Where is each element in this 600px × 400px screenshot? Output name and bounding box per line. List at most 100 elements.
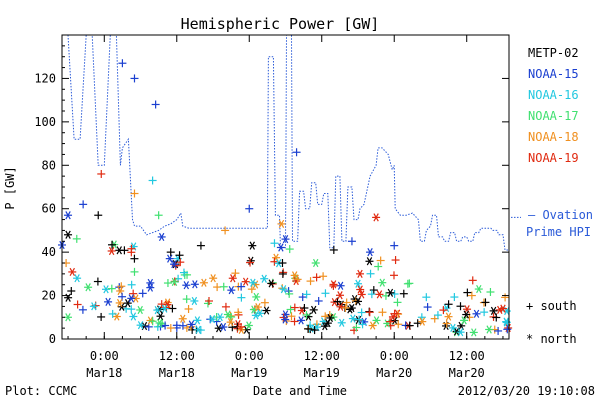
south-observation	[314, 296, 323, 305]
south-observation	[306, 277, 315, 286]
y-tick-label: 60	[42, 202, 56, 216]
chart-title: Hemispheric Power [GW]	[181, 15, 380, 33]
south-observation	[403, 279, 412, 288]
south-observation	[456, 302, 465, 311]
south-observation	[347, 237, 356, 246]
north-observation	[309, 305, 318, 314]
south-observation	[157, 300, 166, 309]
north-observation	[157, 232, 166, 242]
north-observation	[146, 283, 155, 292]
south-observation	[130, 267, 139, 276]
south-observation	[393, 298, 402, 307]
north-observation	[89, 302, 98, 311]
south-observation	[463, 288, 472, 297]
ovation-legend-line2: Prime HPI	[526, 225, 591, 239]
south-marker-label: south	[540, 299, 576, 313]
north-observation	[123, 299, 132, 308]
legend-entry: NOAA-15	[528, 67, 579, 81]
north-observation	[444, 312, 453, 321]
south-observation	[292, 148, 301, 157]
north-observation	[190, 280, 199, 289]
y-axis-label: P [GW]	[3, 166, 17, 209]
north-marker-legend: * north	[526, 332, 577, 346]
south-observation	[333, 297, 342, 306]
south-observation	[234, 308, 243, 317]
south-observation	[176, 258, 185, 267]
south-observation	[391, 256, 400, 265]
north-observation	[469, 328, 478, 337]
south-observation	[166, 248, 175, 257]
south-observation	[374, 262, 383, 271]
north-observation	[241, 277, 250, 286]
north-observation	[64, 230, 73, 239]
north-observation	[386, 288, 395, 297]
north-observation	[63, 313, 72, 322]
south-observation	[127, 305, 136, 314]
south-observation	[260, 298, 269, 307]
north-observation	[226, 318, 235, 327]
north-observation	[472, 309, 481, 318]
north-observation	[199, 278, 208, 287]
south-observation	[237, 293, 246, 302]
south-observation	[219, 282, 228, 291]
north-observation	[353, 297, 362, 306]
north-observation	[256, 309, 265, 318]
south-observation	[138, 289, 147, 298]
north-observation	[228, 274, 237, 283]
satellite-legend: METP-02 NOAA-15 NOAA-16 NOAA-17 NOAA-18 NOAA-…	[528, 46, 579, 165]
legend-entry: NOAA-16	[528, 88, 579, 102]
north-observation	[102, 285, 111, 294]
north-observation	[366, 248, 375, 257]
south-observation	[503, 325, 512, 334]
y-tick-label: 100	[34, 115, 56, 129]
south-observation	[312, 273, 321, 282]
north-observation	[345, 305, 354, 314]
south-observation	[163, 279, 172, 288]
x-tick-label-date: Mar20	[449, 366, 485, 380]
north-observation	[182, 281, 191, 290]
south-observation	[390, 289, 399, 298]
north-observation	[116, 286, 125, 296]
south-observation	[172, 321, 181, 330]
south-observation	[97, 312, 106, 321]
north-observation	[311, 258, 320, 268]
north-observation	[355, 269, 364, 278]
ovation-legend-line1: — Ovation	[528, 208, 593, 222]
south-observation	[130, 254, 139, 263]
north-observation	[107, 246, 116, 256]
x-tick-label-date: Mar18	[159, 366, 195, 380]
north-observation	[64, 293, 73, 302]
north-observation	[281, 315, 290, 324]
south-observation	[290, 317, 299, 326]
north-observation	[146, 278, 155, 288]
south-observation	[302, 310, 311, 319]
south-observation	[108, 309, 117, 318]
north-observation	[244, 321, 253, 330]
south-observation	[442, 319, 451, 328]
north-observation	[136, 321, 145, 330]
north-observation	[372, 213, 381, 222]
north-observation	[462, 310, 471, 319]
north-observation	[348, 314, 357, 323]
south-observation	[175, 251, 184, 260]
x-tick-label-date: Mar18	[86, 366, 122, 380]
y-tick-label: 120	[34, 71, 56, 85]
south-observation	[422, 293, 431, 302]
south-observation	[285, 245, 294, 254]
north-observation	[153, 306, 162, 315]
north-observation	[365, 257, 374, 266]
x-axis: 0:00 Mar18 12:00 Mar18 0:00 Mar19 12:00 Mar19 0:…	[67, 35, 504, 380]
north-observation	[253, 302, 262, 312]
south-observation	[352, 323, 361, 332]
south-observation	[184, 304, 193, 313]
south-observation	[304, 324, 313, 333]
north-observation	[251, 280, 260, 289]
south-observation	[310, 326, 319, 335]
y-tick-label: 40	[42, 245, 56, 259]
south-observation	[329, 281, 338, 290]
south-observation	[366, 269, 375, 278]
south-observation	[130, 189, 139, 198]
south-observation	[390, 241, 399, 250]
north-observation	[248, 241, 257, 250]
y-tick-label: 0	[49, 332, 56, 346]
